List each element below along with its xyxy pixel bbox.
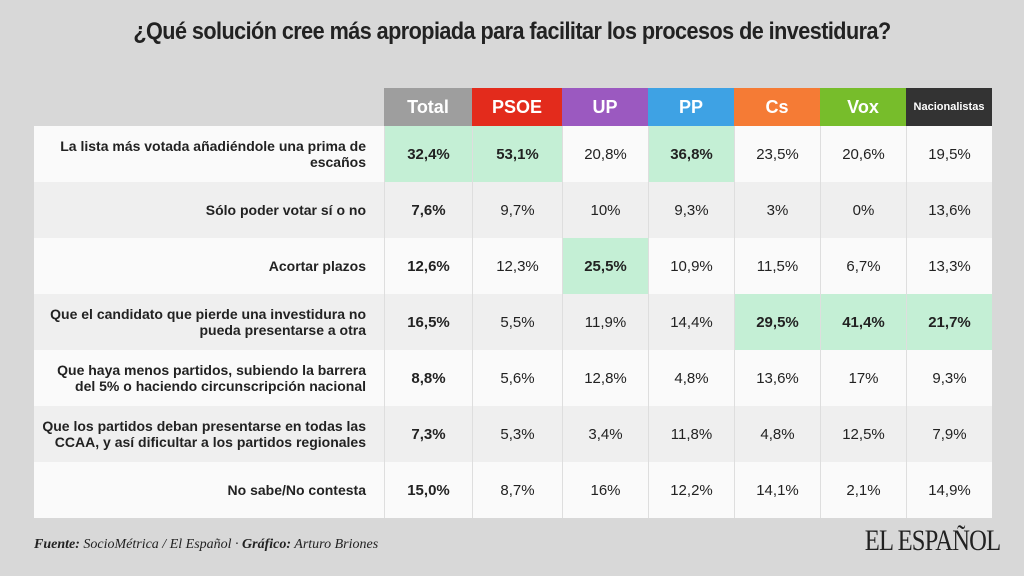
value-cell-up: 11,9%: [562, 294, 648, 350]
value-cell-vox: 17%: [820, 350, 906, 406]
table-row: Sólo poder votar sí o no 7,6% 9,7% 10% 9,3% 3…: [34, 182, 992, 238]
value-cell-cs: 11,5%: [734, 238, 820, 294]
value-cell-cs: 23,5%: [734, 126, 820, 182]
column-header-pp: PP: [648, 88, 734, 126]
value-cell-pp: 36,8%: [648, 126, 734, 182]
value-cell-pp: 10,9%: [648, 238, 734, 294]
value-cell-up: 10%: [562, 182, 648, 238]
column-header-cs: Cs: [734, 88, 820, 126]
column-header-up: UP: [562, 88, 648, 126]
value-cell-vox: 12,5%: [820, 406, 906, 462]
value-cell-total: 16,5%: [384, 294, 472, 350]
value-cell-up: 20,8%: [562, 126, 648, 182]
table-row: No sabe/No contesta 15,0% 8,7% 16% 12,2% 14,1…: [34, 462, 992, 518]
graphic-label: Gráfico:: [242, 537, 292, 552]
value-cell-nacionalistas: 13,6%: [906, 182, 992, 238]
value-cell-nacionalistas: 14,9%: [906, 462, 992, 518]
column-header-total: Total: [384, 88, 472, 126]
value-cell-psoe: 9,7%: [472, 182, 562, 238]
value-cell-pp: 14,4%: [648, 294, 734, 350]
value-cell-vox: 6,7%: [820, 238, 906, 294]
value-cell-up: 3,4%: [562, 406, 648, 462]
value-cell-psoe: 12,3%: [472, 238, 562, 294]
value-cell-psoe: 5,5%: [472, 294, 562, 350]
value-cell-nacionalistas: 13,3%: [906, 238, 992, 294]
value-cell-total: 32,4%: [384, 126, 472, 182]
table-row: Acortar plazos 12,6% 12,3% 25,5% 10,9% 11,5% 6…: [34, 238, 992, 294]
source-text: SocioMétrica / El Español ·: [79, 537, 243, 552]
value-cell-total: 7,6%: [384, 182, 472, 238]
source-footer: Fuente: SocioMétrica / El Español · Gráf…: [34, 537, 378, 553]
value-cell-vox: 20,6%: [820, 126, 906, 182]
chart-title: ¿Qué solución cree más apropiada para fa…: [133, 18, 891, 45]
value-cell-nacionalistas: 7,9%: [906, 406, 992, 462]
value-cell-pp: 12,2%: [648, 462, 734, 518]
value-cell-total: 7,3%: [384, 406, 472, 462]
value-cell-up: 16%: [562, 462, 648, 518]
value-cell-vox: 41,4%: [820, 294, 906, 350]
table-row: Que haya menos partidos, subiendo la bar…: [34, 350, 992, 406]
header-row: Total PSOE UP PP Cs Vox Nacionalistas: [34, 88, 992, 126]
graphic-author: Arturo Briones: [291, 537, 379, 552]
value-cell-pp: 4,8%: [648, 350, 734, 406]
value-cell-vox: 0%: [820, 182, 906, 238]
row-label: La lista más votada añadiéndole una prim…: [60, 138, 366, 170]
value-cell-psoe: 5,6%: [472, 350, 562, 406]
row-label: Acortar plazos: [268, 258, 366, 274]
value-cell-up: 12,8%: [562, 350, 648, 406]
value-cell-cs: 13,6%: [734, 350, 820, 406]
value-cell-psoe: 5,3%: [472, 406, 562, 462]
value-cell-cs: 29,5%: [734, 294, 820, 350]
el-espanol-logo: EL ESPAÑOL: [864, 524, 1000, 557]
row-label: Sólo poder votar sí o no: [205, 202, 366, 218]
table-row: Que el candidato que pierde una investid…: [34, 294, 992, 350]
value-cell-vox: 2,1%: [820, 462, 906, 518]
value-cell-total: 15,0%: [384, 462, 472, 518]
column-header-vox: Vox: [820, 88, 906, 126]
value-cell-psoe: 53,1%: [472, 126, 562, 182]
value-cell-nacionalistas: 19,5%: [906, 126, 992, 182]
value-cell-nacionalistas: 9,3%: [906, 350, 992, 406]
table-row: La lista más votada añadiéndole una prim…: [34, 126, 992, 182]
column-header-psoe: PSOE: [472, 88, 562, 126]
value-cell-cs: 3%: [734, 182, 820, 238]
value-cell-pp: 9,3%: [648, 182, 734, 238]
column-header-nacionalistas: Nacionalistas: [906, 88, 992, 126]
table-row: Que los partidos deban presentarse en to…: [34, 406, 992, 462]
source-label: Fuente:: [34, 537, 80, 552]
value-cell-cs: 14,1%: [734, 462, 820, 518]
row-label: Que haya menos partidos, subiendo la bar…: [57, 362, 366, 394]
value-cell-total: 12,6%: [384, 238, 472, 294]
value-cell-nacionalistas: 21,7%: [906, 294, 992, 350]
value-cell-total: 8,8%: [384, 350, 472, 406]
value-cell-cs: 4,8%: [734, 406, 820, 462]
value-cell-pp: 11,8%: [648, 406, 734, 462]
row-label: Que el candidato que pierde una investid…: [50, 306, 366, 338]
row-label: Que los partidos deban presentarse en to…: [42, 418, 366, 450]
value-cell-psoe: 8,7%: [472, 462, 562, 518]
row-label: No sabe/No contesta: [227, 482, 366, 498]
value-cell-up: 25,5%: [562, 238, 648, 294]
